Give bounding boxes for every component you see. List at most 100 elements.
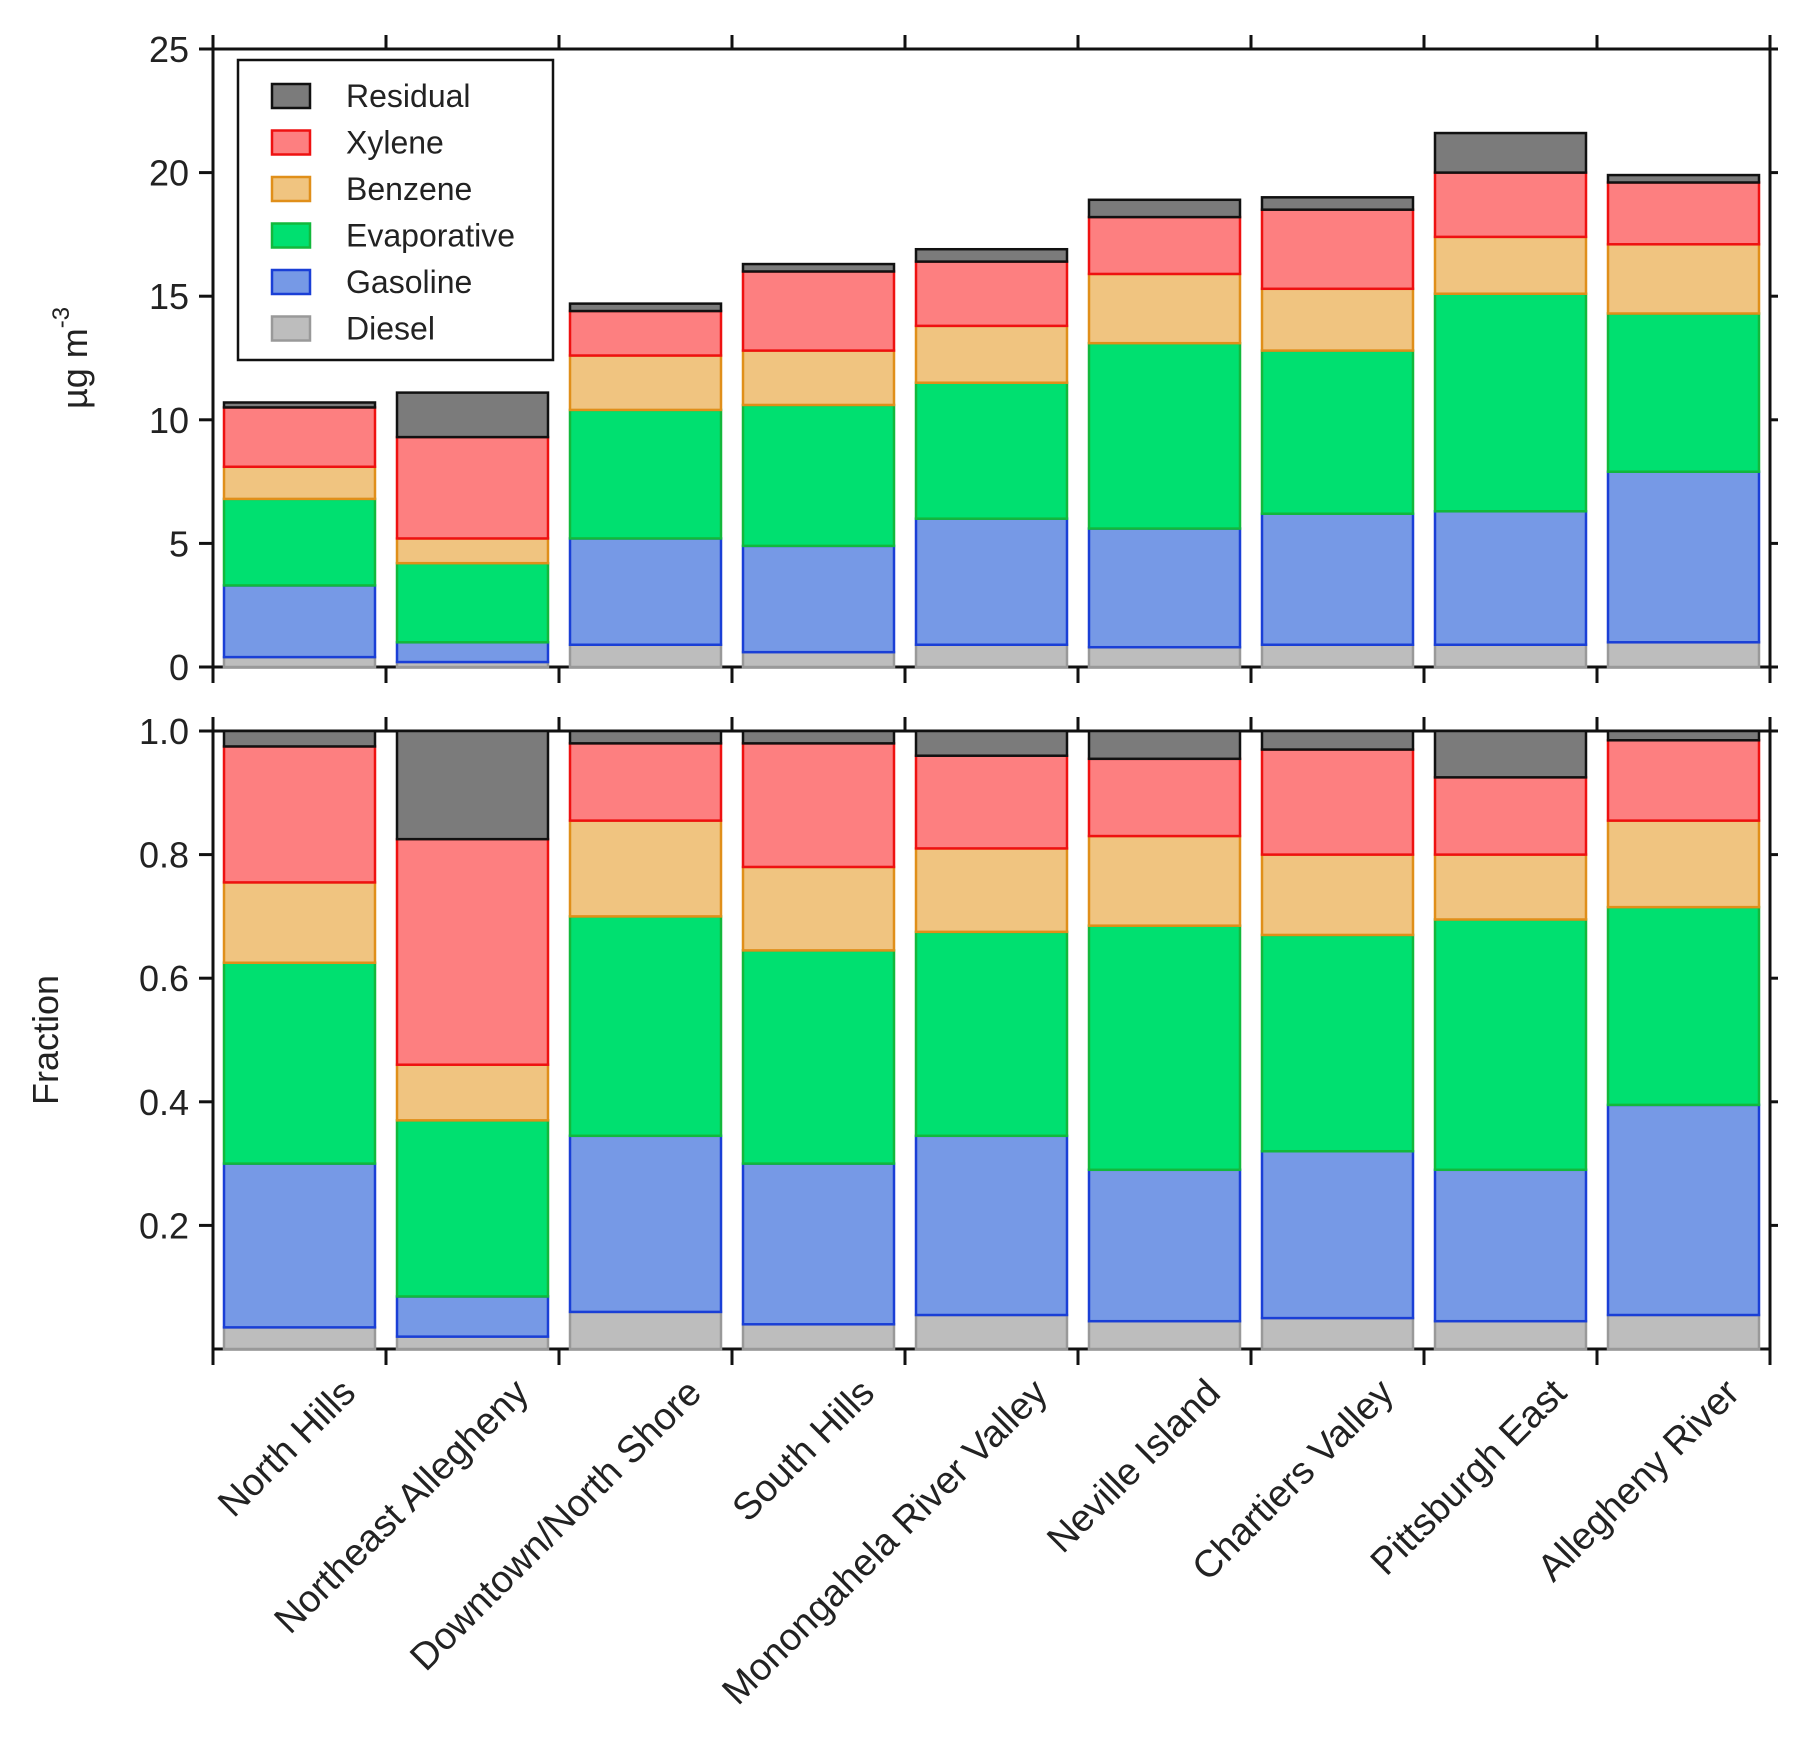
y-tick-label-top-0: 0 bbox=[169, 647, 189, 688]
bar-segment-diesel-allegheny-river bbox=[1606, 1313, 1761, 1351]
legend-swatch-xylene bbox=[270, 129, 312, 156]
legend-swatch-residual bbox=[270, 82, 312, 110]
category-label-neville-island: Neville Island bbox=[1039, 1372, 1229, 1562]
bar-segment-evaporative-south-hills bbox=[741, 949, 896, 1165]
bar-segment-xylene-neville-island bbox=[1087, 215, 1242, 276]
bar-segment-evaporative-north-hills bbox=[222, 497, 377, 587]
y-axis-title-top-main: µg m bbox=[54, 328, 95, 409]
bar-segment-gasoline-neville-island bbox=[1087, 1168, 1242, 1323]
bar-segment-benzene-chartiers-valley bbox=[1260, 287, 1415, 352]
bar-segment-xylene-downtown-north-shore bbox=[568, 742, 723, 822]
bar-segment-evaporative-monongahela-river-valley bbox=[914, 381, 1069, 520]
bar-segment-gasoline-allegheny-river bbox=[1606, 1103, 1761, 1317]
legend-label-benzene: Benzene bbox=[346, 171, 472, 207]
bar-segment-residual-south-hills bbox=[741, 729, 896, 745]
bar-segment-diesel-neville-island bbox=[1087, 645, 1242, 669]
bar-segment-diesel-neville-island bbox=[1087, 1319, 1242, 1351]
bar-segment-evaporative-chartiers-valley bbox=[1260, 349, 1415, 515]
bar-segment-benzene-monongahela-river-valley bbox=[914, 324, 1069, 384]
bar-segment-evaporative-northeast-allegheny bbox=[395, 1119, 550, 1298]
bar-segment-residual-pittsburgh-east bbox=[1433, 729, 1588, 779]
legend-label-gasoline: Gasoline bbox=[346, 264, 472, 300]
bar-segment-benzene-allegheny-river bbox=[1606, 243, 1761, 315]
y-tick-label-top-10: 10 bbox=[149, 400, 189, 441]
bar-segment-evaporative-monongahela-river-valley bbox=[914, 930, 1069, 1138]
bar-segment-residual-neville-island bbox=[1087, 729, 1242, 761]
bar-segment-gasoline-north-hills bbox=[222, 584, 377, 659]
bar-segment-benzene-neville-island bbox=[1087, 272, 1242, 345]
category-label-north-hills: North Hills bbox=[210, 1372, 364, 1526]
bar-segment-benzene-pittsburgh-east bbox=[1433, 853, 1588, 921]
legend-swatch-benzene bbox=[270, 175, 312, 203]
bar-segment-diesel-chartiers-valley bbox=[1260, 643, 1415, 669]
bar-segment-residual-south-hills bbox=[741, 262, 896, 273]
bar-segment-gasoline-neville-island bbox=[1087, 527, 1242, 649]
y-tick-label-top-15: 15 bbox=[149, 276, 189, 317]
category-label-monongahela-river-valley: Monongahela River Valley bbox=[714, 1372, 1055, 1713]
legend: Residual Xylene Benzene Evaporative Gasoline… bbox=[236, 58, 555, 362]
bar-segment-benzene-northeast-allegheny bbox=[395, 1063, 550, 1122]
bar-segment-evaporative-neville-island bbox=[1087, 341, 1242, 530]
bar-segment-gasoline-pittsburgh-east bbox=[1433, 510, 1588, 647]
bar-segment-diesel-monongahela-river-valley bbox=[914, 1313, 1069, 1351]
bar-segment-benzene-north-hills bbox=[222, 465, 377, 501]
bar-segment-diesel-south-hills bbox=[741, 650, 896, 669]
bar-segment-residual-monongahela-river-valley bbox=[914, 247, 1069, 263]
bar-segment-evaporative-allegheny-river bbox=[1606, 312, 1761, 473]
bar-segment-diesel-south-hills bbox=[741, 1323, 896, 1351]
bar-segment-gasoline-monongahela-river-valley bbox=[914, 517, 1069, 647]
bar-segment-xylene-allegheny-river bbox=[1606, 739, 1761, 822]
bar-segment-gasoline-monongahela-river-valley bbox=[914, 1134, 1069, 1317]
bar-segment-gasoline-north-hills bbox=[222, 1162, 377, 1329]
bar-segment-benzene-northeast-allegheny bbox=[395, 537, 550, 565]
bar-segment-xylene-downtown-north-shore bbox=[568, 309, 723, 357]
bar-segment-evaporative-downtown-north-shore bbox=[568, 408, 723, 540]
bar-segment-xylene-north-hills bbox=[222, 406, 377, 469]
bar-segment-benzene-north-hills bbox=[222, 881, 377, 964]
bar-segment-xylene-northeast-allegheny bbox=[395, 435, 550, 540]
bar-segment-xylene-monongahela-river-valley bbox=[914, 754, 1069, 850]
bar-segment-benzene-neville-island bbox=[1087, 834, 1242, 927]
y-axis-title-top-superscript: -3 bbox=[48, 307, 75, 328]
bar-segment-benzene-chartiers-valley bbox=[1260, 853, 1415, 937]
bar-segment-residual-pittsburgh-east bbox=[1433, 131, 1588, 174]
bar-segment-evaporative-south-hills bbox=[741, 403, 896, 548]
bar-segment-xylene-chartiers-valley bbox=[1260, 748, 1415, 856]
legend-swatch-gasoline bbox=[270, 268, 312, 296]
bar-segment-residual-northeast-allegheny bbox=[395, 391, 550, 439]
bar-segment-benzene-monongahela-river-valley bbox=[914, 847, 1069, 934]
bar-segment-evaporative-chartiers-valley bbox=[1260, 933, 1415, 1153]
bar-segment-gasoline-south-hills bbox=[741, 544, 896, 654]
bar-segment-xylene-pittsburgh-east bbox=[1433, 171, 1588, 239]
legend-swatch-evaporative bbox=[270, 222, 312, 249]
bar-segment-diesel-chartiers-valley bbox=[1260, 1316, 1415, 1351]
bar-segment-xylene-south-hills bbox=[741, 742, 896, 869]
bar-segment-diesel-downtown-north-shore bbox=[568, 643, 723, 669]
bar-segment-xylene-neville-island bbox=[1087, 757, 1242, 838]
bar-segment-residual-downtown-north-shore bbox=[568, 302, 723, 313]
bar-segment-diesel-monongahela-river-valley bbox=[914, 643, 1069, 669]
bar-segment-xylene-northeast-allegheny bbox=[395, 837, 550, 1066]
bar-segment-evaporative-pittsburgh-east bbox=[1433, 918, 1588, 1172]
bar-segment-benzene-downtown-north-shore bbox=[568, 819, 723, 918]
y-tick-label-bottom-1-0: 1.0 bbox=[139, 711, 189, 752]
bar-segment-evaporative-neville-island bbox=[1087, 924, 1242, 1172]
bar-segment-gasoline-downtown-north-shore bbox=[568, 1134, 723, 1314]
bar-segment-benzene-south-hills bbox=[741, 865, 896, 952]
bar-segment-residual-north-hills bbox=[222, 401, 377, 409]
top-panel-absolute-concentration: 0 5 10 15 20 25 µg m-3 bbox=[48, 29, 1778, 688]
bar-segment-residual-northeast-allegheny bbox=[395, 729, 550, 841]
bar-segment-evaporative-northeast-allegheny bbox=[395, 561, 550, 644]
bar-segment-residual-neville-island bbox=[1087, 198, 1242, 219]
bar-segment-residual-monongahela-river-valley bbox=[914, 729, 1069, 757]
bar-segment-residual-downtown-north-shore bbox=[568, 729, 723, 745]
bar-segment-residual-chartiers-valley bbox=[1260, 196, 1415, 211]
bottom-panel-fraction: 0.2 0.4 0.6 0.8 1.0 Fraction bbox=[25, 711, 1778, 1365]
bar-segment-diesel-pittsburgh-east bbox=[1433, 643, 1588, 669]
bar-segment-diesel-north-hills bbox=[222, 1326, 377, 1351]
y-tick-label-bottom-0-4: 0.4 bbox=[139, 1082, 189, 1123]
y-tick-label-bottom-0-8: 0.8 bbox=[139, 835, 189, 876]
bar-segment-residual-allegheny-river bbox=[1606, 173, 1761, 184]
legend-swatch-diesel bbox=[270, 315, 312, 342]
